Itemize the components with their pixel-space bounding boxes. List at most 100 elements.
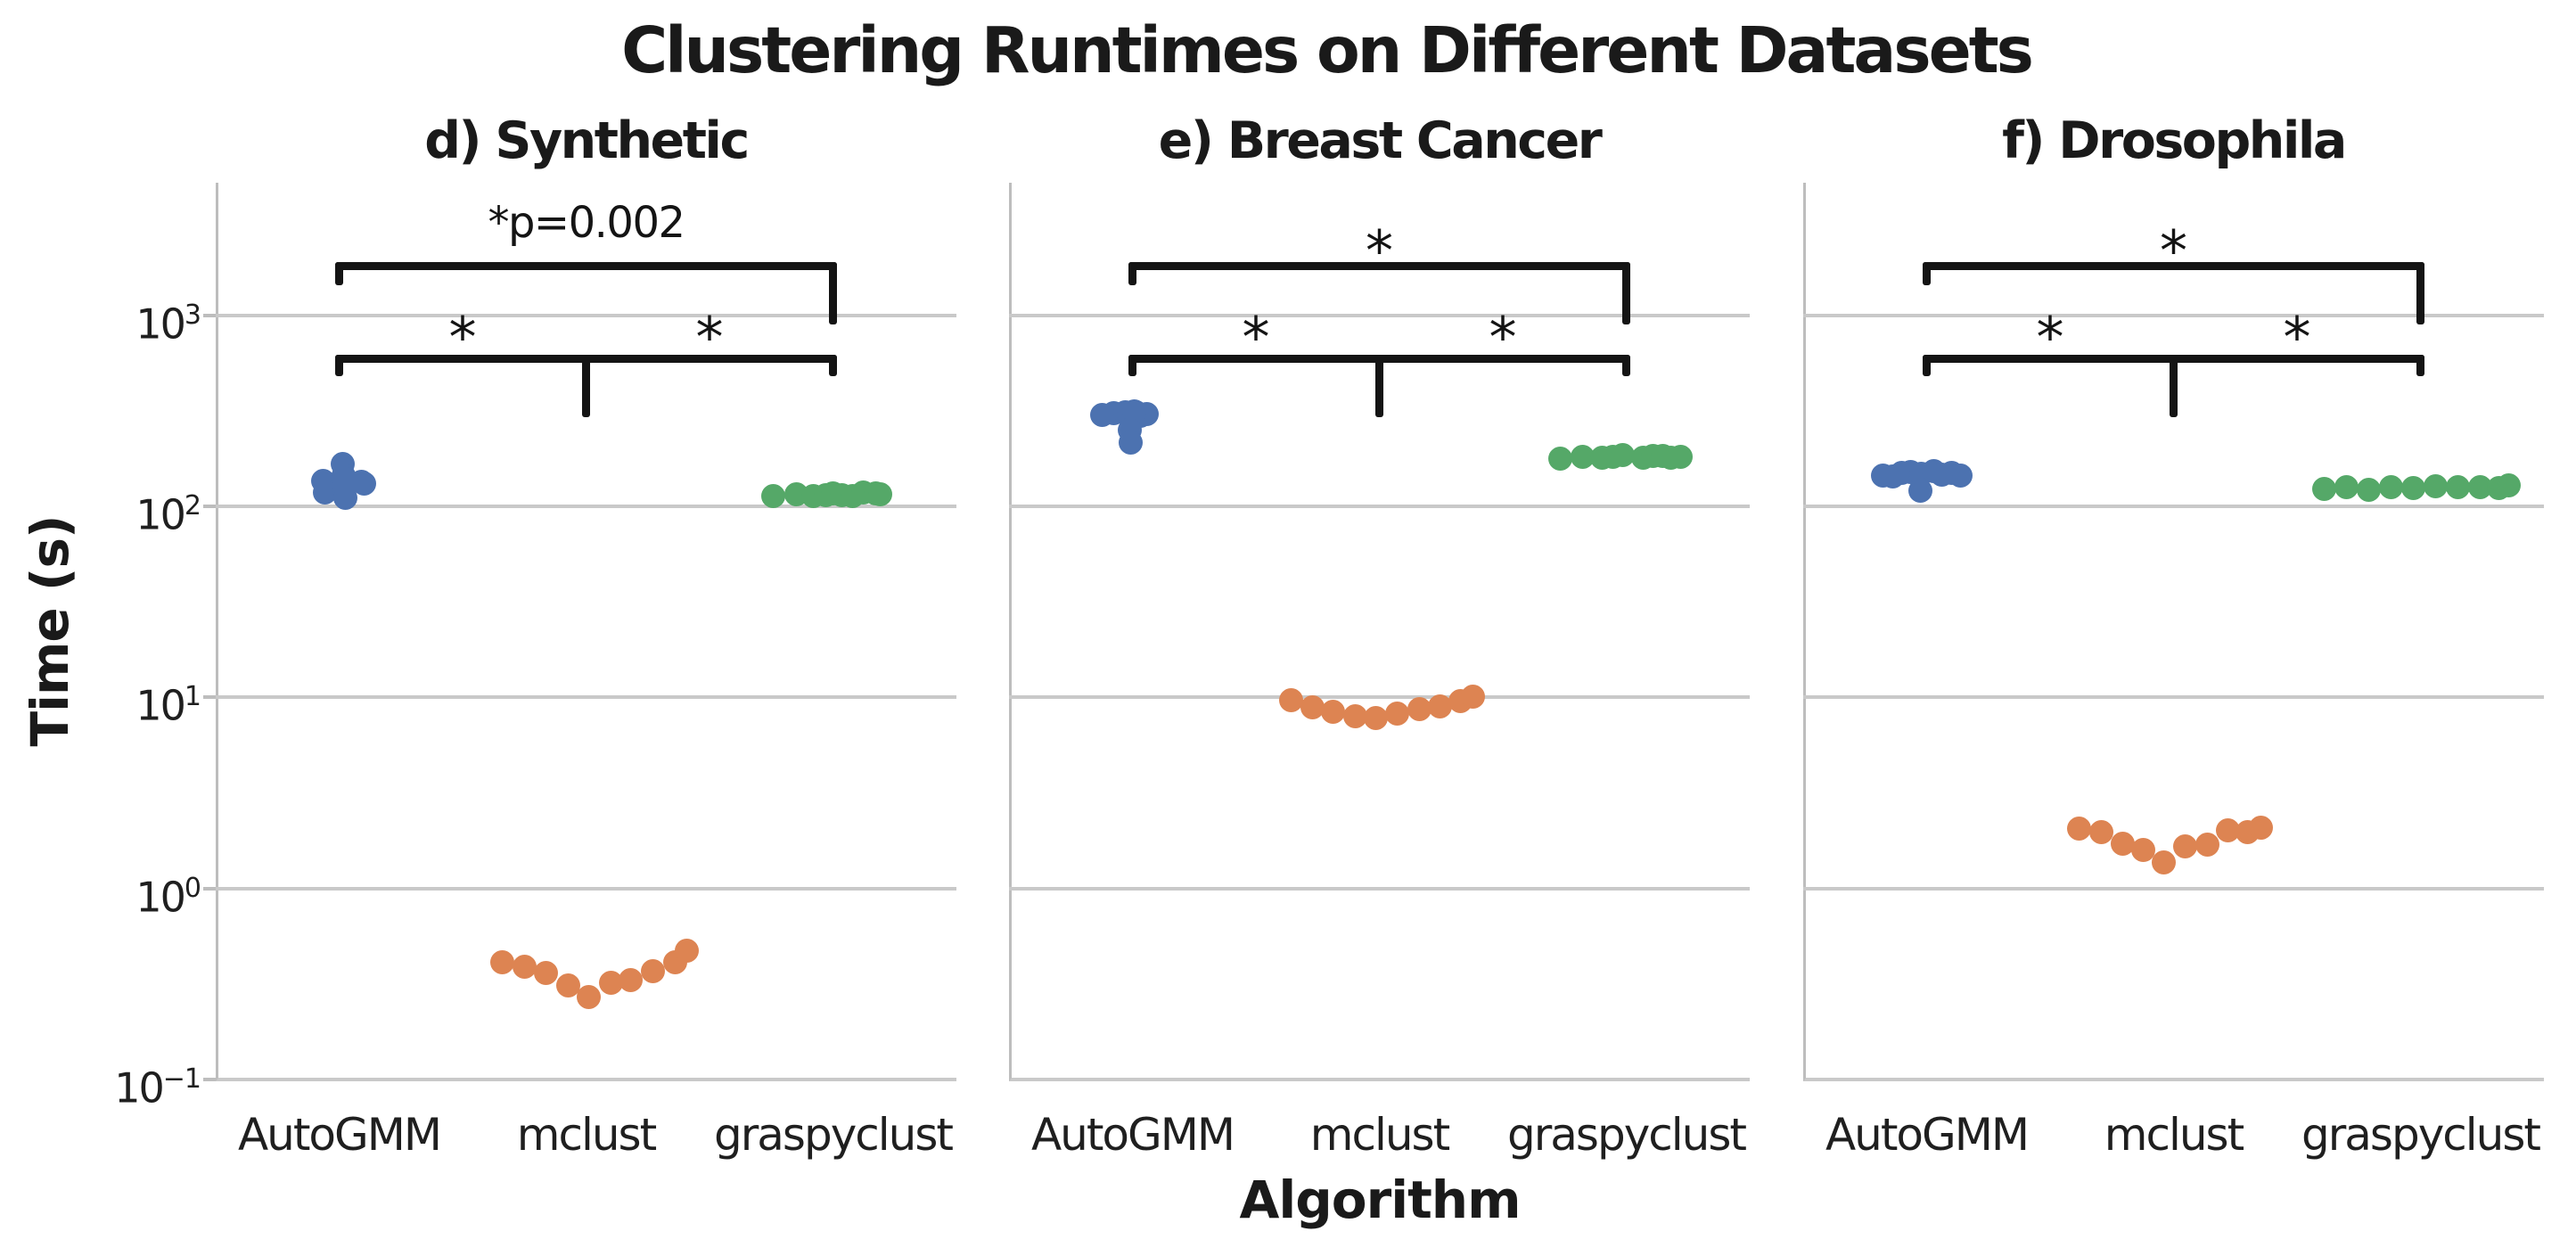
subplot-title: f) Drosophila — [2002, 111, 2347, 170]
y-tick-exponent: 3 — [184, 300, 201, 332]
significance-bracket-top-left-tick — [1923, 262, 1931, 285]
data-point — [1948, 464, 1973, 488]
data-point — [2401, 476, 2425, 500]
significance-bracket-top-left-tick — [335, 262, 343, 285]
figure-title: Clustering Runtimes on Different Dataset… — [621, 13, 2034, 87]
significance-bracket-top-left-tick — [1128, 262, 1136, 285]
data-point — [619, 968, 643, 993]
significance-bracket-pair-left-tick — [1923, 355, 1931, 376]
significance-bracket-pair-right-tick — [1622, 355, 1630, 376]
x-tick-label: graspyclust — [1506, 1109, 1747, 1161]
y-tick-mark — [203, 695, 216, 700]
data-point — [1321, 700, 1345, 725]
significance-bracket-pair-left-tick — [335, 355, 343, 376]
significance-bracket-pair-right-tick — [2416, 355, 2424, 376]
y-tick-label: 102 — [36, 479, 201, 542]
p-value-label: *p=0.002 — [488, 198, 685, 248]
significance-top-asterisk: * — [2160, 218, 2187, 283]
significance-pair-asterisk-left: * — [2036, 305, 2064, 370]
significance-bracket-top-bar — [1128, 262, 1630, 270]
x-tick-label: mclust — [2104, 1109, 2244, 1161]
significance-bracket-top-bar — [335, 262, 837, 270]
y-tick-exponent: 0 — [184, 872, 201, 904]
significance-pair-asterisk-left: * — [448, 305, 477, 370]
data-point — [1300, 694, 1325, 719]
gridline — [1803, 886, 2544, 891]
significance-pair-asterisk-left: * — [1242, 305, 1270, 370]
data-point — [2379, 474, 2403, 499]
data-point — [2067, 816, 2091, 841]
data-point — [2173, 834, 2197, 858]
y-tick-label: 101 — [36, 669, 201, 733]
data-point — [1119, 431, 1143, 456]
subplot-axes — [1009, 183, 1750, 1081]
data-point — [1407, 696, 1432, 721]
data-point — [2446, 475, 2470, 500]
data-point — [2334, 475, 2359, 500]
data-point — [1611, 443, 1635, 468]
data-point — [2497, 473, 2521, 498]
significance-bracket-top-right-tick — [1622, 262, 1630, 324]
significance-bracket-top-right-tick — [2416, 262, 2424, 324]
data-point — [490, 950, 514, 975]
y-tick-base: 10 — [135, 681, 186, 730]
significance-bracket-pair-left-tick — [1128, 355, 1136, 376]
x-tick-label: mclust — [516, 1109, 657, 1161]
significance-bracket-pair-stem — [582, 355, 590, 417]
data-point — [534, 961, 558, 986]
data-point — [1428, 694, 1452, 718]
data-point — [2249, 816, 2273, 841]
gridline — [1803, 695, 2544, 700]
data-point — [1343, 703, 1367, 728]
gridline — [1009, 695, 1750, 700]
subplot-title: e) Breast Cancer — [1158, 111, 1603, 170]
data-point — [2111, 831, 2135, 856]
data-point — [675, 939, 699, 964]
y-tick-label: 103 — [36, 288, 201, 351]
data-point — [2131, 838, 2155, 862]
y-tick-label: 100 — [36, 861, 201, 924]
gridline — [216, 886, 956, 891]
significance-bracket-top-bar — [1923, 262, 2424, 270]
data-point — [1279, 687, 1303, 712]
subplot-axes — [1803, 183, 2544, 1081]
y-tick-exponent: −1 — [162, 1063, 201, 1095]
data-point — [1364, 706, 1388, 731]
x-tick-label: graspyclust — [2301, 1109, 2541, 1161]
x-tick-label: graspyclust — [713, 1109, 954, 1161]
data-point — [2089, 819, 2113, 844]
data-point — [1385, 702, 1409, 727]
subplot-axes — [216, 183, 956, 1081]
data-point — [2357, 477, 2381, 502]
subplot-title: d) Synthetic — [424, 111, 750, 170]
x-tick-label: AutoGMM — [237, 1109, 442, 1161]
y-tick-mark — [203, 886, 216, 891]
gridline — [1009, 505, 1750, 509]
data-point — [2312, 476, 2336, 501]
y-tick-base: 10 — [114, 1063, 165, 1112]
data-point — [556, 973, 580, 998]
x-axis-label: Algorithm — [1239, 1170, 1521, 1230]
x-tick-label: AutoGMM — [1825, 1109, 2030, 1161]
data-point — [641, 958, 665, 983]
significance-pair-asterisk-right: * — [2283, 305, 2311, 370]
data-point — [513, 954, 537, 979]
y-tick-mark — [203, 1077, 216, 1081]
data-point — [577, 984, 601, 1009]
x-tick-label: mclust — [1309, 1109, 1450, 1161]
y-tick-mark — [203, 505, 216, 509]
gridline — [216, 505, 956, 509]
x-tick-label: AutoGMM — [1030, 1109, 1235, 1161]
data-point — [1461, 685, 1485, 710]
y-tick-exponent: 2 — [184, 490, 201, 522]
y-tick-base: 10 — [135, 300, 186, 349]
data-point — [1908, 479, 1932, 504]
significance-pair-asterisk-right: * — [1489, 305, 1517, 370]
gridline — [1009, 314, 1750, 318]
data-point — [1669, 445, 1693, 470]
gridline — [1803, 314, 2544, 318]
data-point — [1548, 446, 1572, 471]
significance-bracket-pair-stem — [2170, 355, 2178, 417]
gridline — [1803, 505, 2544, 509]
